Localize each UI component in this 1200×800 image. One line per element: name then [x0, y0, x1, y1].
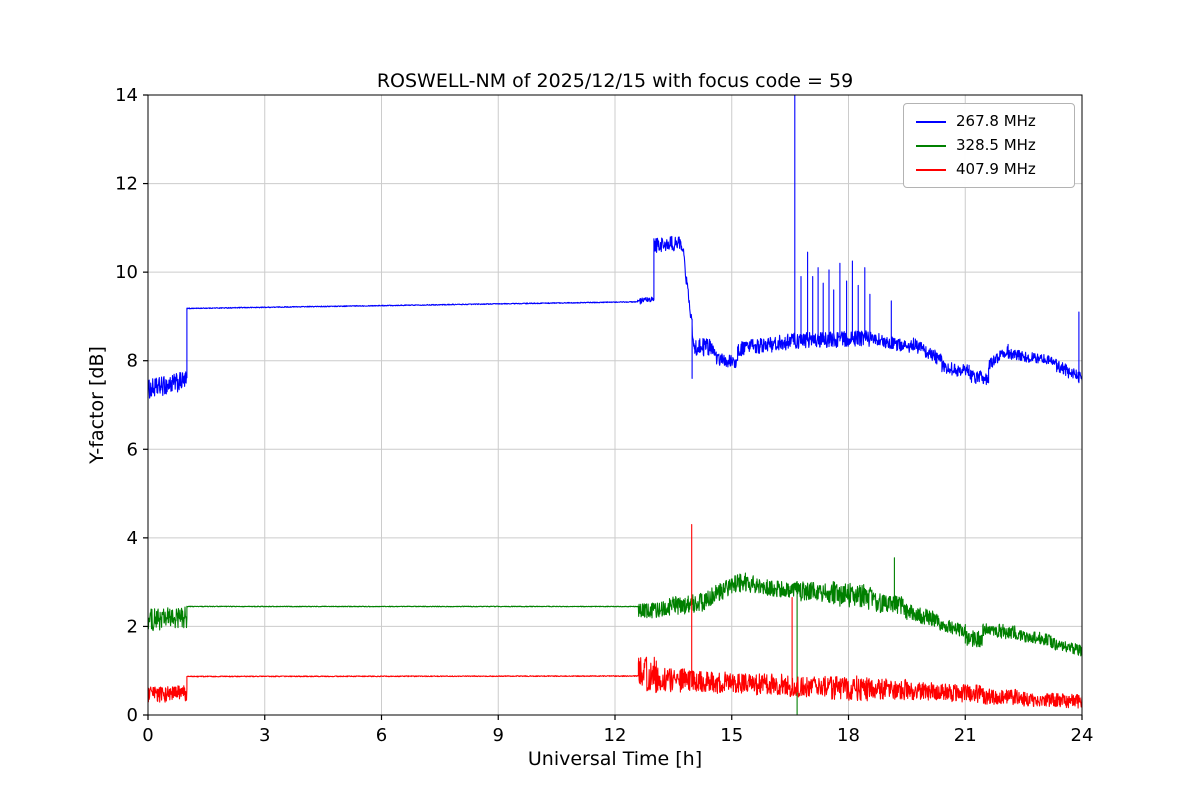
svg-text:14: 14	[115, 85, 138, 106]
legend-entry: 407.9 MHz	[916, 162, 1062, 177]
svg-text:18: 18	[837, 725, 860, 746]
svg-text:9: 9	[493, 725, 504, 746]
svg-text:10: 10	[115, 262, 138, 283]
svg-text:8: 8	[127, 351, 138, 372]
legend-line-green-icon	[916, 144, 946, 147]
legend-line-blue-icon	[916, 120, 946, 123]
legend-label: 328.5 MHz	[956, 136, 1036, 154]
legend-label: 267.8 MHz	[956, 112, 1036, 130]
chart-title: ROSWELL-NM of 2025/12/15 with focus code…	[376, 70, 854, 92]
svg-text:0: 0	[142, 725, 153, 746]
svg-text:6: 6	[376, 725, 387, 746]
legend-line-red-icon	[916, 168, 946, 171]
legend-entry: 267.8 MHz	[916, 114, 1062, 129]
legend-label: 407.9 MHz	[956, 160, 1036, 178]
svg-text:0: 0	[127, 705, 138, 726]
legend-entry: 328.5 MHz	[916, 138, 1062, 153]
svg-text:2: 2	[127, 616, 138, 637]
svg-text:24: 24	[1071, 725, 1094, 746]
svg-text:21: 21	[954, 725, 977, 746]
x-axis-label: Universal Time [h]	[527, 748, 703, 770]
legend: 267.8 MHz 328.5 MHz 407.9 MHz	[903, 103, 1075, 188]
svg-text:3: 3	[259, 725, 270, 746]
y-axis-label: Y-factor [dB]	[86, 346, 108, 464]
svg-text:4: 4	[127, 528, 138, 549]
svg-text:12: 12	[115, 174, 138, 195]
svg-text:15: 15	[720, 725, 743, 746]
svg-text:12: 12	[604, 725, 627, 746]
svg-text:6: 6	[127, 439, 138, 460]
